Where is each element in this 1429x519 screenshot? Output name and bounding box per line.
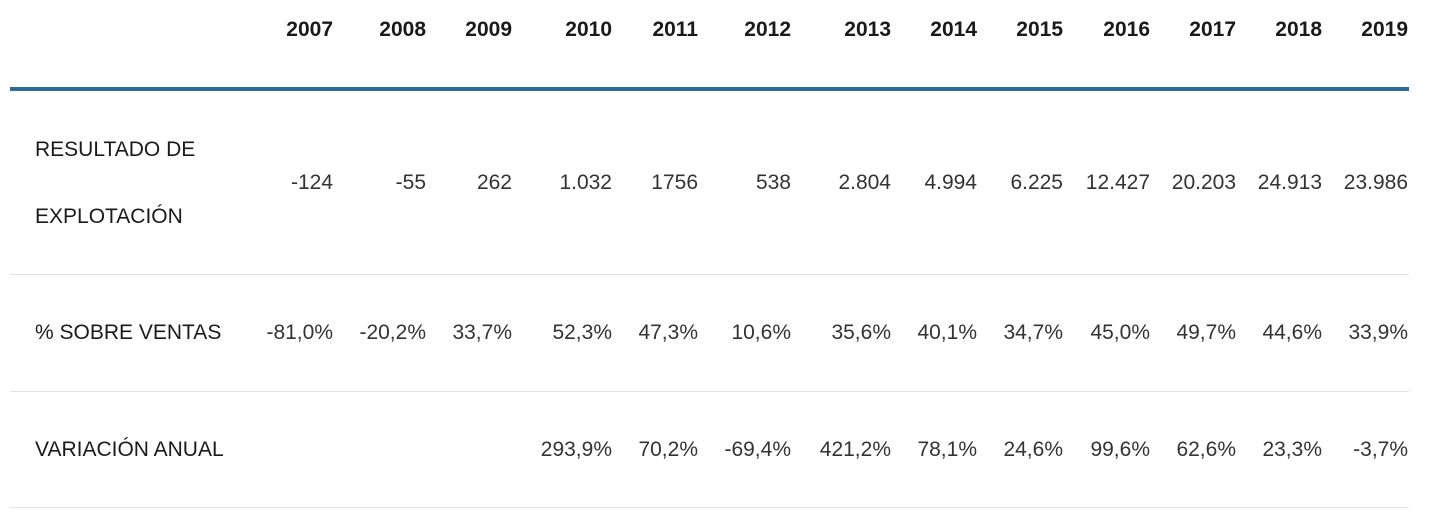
cell-value: 99,6%: [1090, 438, 1150, 461]
cell-value: 40,1%: [917, 321, 977, 344]
cell-value: 45,0%: [1090, 321, 1150, 344]
cell-value: 33,9%: [1348, 321, 1408, 344]
cell-value: 2.804: [838, 171, 891, 194]
column-header: 2008: [379, 18, 426, 41]
cell-value: 24.913: [1257, 171, 1322, 194]
column-header: 2016: [1103, 18, 1150, 41]
cell-value: 421,2%: [819, 438, 891, 461]
column-header: 2007: [286, 18, 333, 41]
cell-value: -3,7%: [1353, 438, 1408, 461]
cell-value: -69,4%: [724, 438, 791, 461]
column-header: 2012: [744, 18, 791, 41]
row-label: RESULTADO DE EXPLOTACIÓN: [35, 138, 196, 228]
row-divider: [10, 274, 1409, 275]
cell-value: 49,7%: [1176, 321, 1236, 344]
header-rule: [10, 87, 1409, 91]
column-header: 2013: [844, 18, 891, 41]
row-divider: [10, 391, 1409, 392]
cell-value: 20.203: [1171, 171, 1236, 194]
cell-value: 78,1%: [917, 438, 977, 461]
row-divider: [10, 507, 1409, 508]
cell-value: 1.032: [559, 171, 612, 194]
column-header: 2015: [1016, 18, 1063, 41]
cell-value: 35,6%: [831, 321, 891, 344]
cell-value: 10,6%: [731, 321, 791, 344]
row-label: % SOBRE VENTAS: [35, 321, 222, 344]
cell-value: 1756: [651, 171, 698, 194]
cell-value: 23.986: [1343, 171, 1408, 194]
column-header: 2009: [465, 18, 512, 41]
row-label: VARIACIÓN ANUAL: [35, 438, 224, 461]
cell-value: -81,0%: [266, 321, 333, 344]
cell-value: 70,2%: [638, 438, 698, 461]
cell-value: -20,2%: [359, 321, 426, 344]
cell-value: 34,7%: [1003, 321, 1063, 344]
column-header: 2019: [1361, 18, 1408, 41]
cell-value: 24,6%: [1003, 438, 1063, 461]
column-header: 2017: [1189, 18, 1236, 41]
cell-value: 44,6%: [1262, 321, 1322, 344]
cell-value: 262: [476, 171, 512, 194]
cell-value: -55: [395, 171, 426, 194]
column-header: 2018: [1275, 18, 1322, 41]
cell-value: 33,7%: [452, 321, 512, 344]
column-header: 2011: [652, 18, 698, 41]
cell-value: 293,9%: [540, 438, 612, 461]
cell-value: 47,3%: [638, 321, 698, 344]
column-header: 2010: [565, 18, 612, 41]
cell-value: 6.225: [1010, 171, 1063, 194]
column-header: 2014: [930, 18, 977, 41]
cell-value: 4.994: [924, 171, 977, 194]
cell-value: 12.427: [1085, 171, 1150, 194]
cell-value: -124: [290, 171, 333, 194]
cell-value: 62,6%: [1176, 438, 1236, 461]
cell-value: 538: [755, 171, 791, 194]
cell-value: 23,3%: [1262, 438, 1322, 461]
cell-value: 52,3%: [552, 321, 612, 344]
